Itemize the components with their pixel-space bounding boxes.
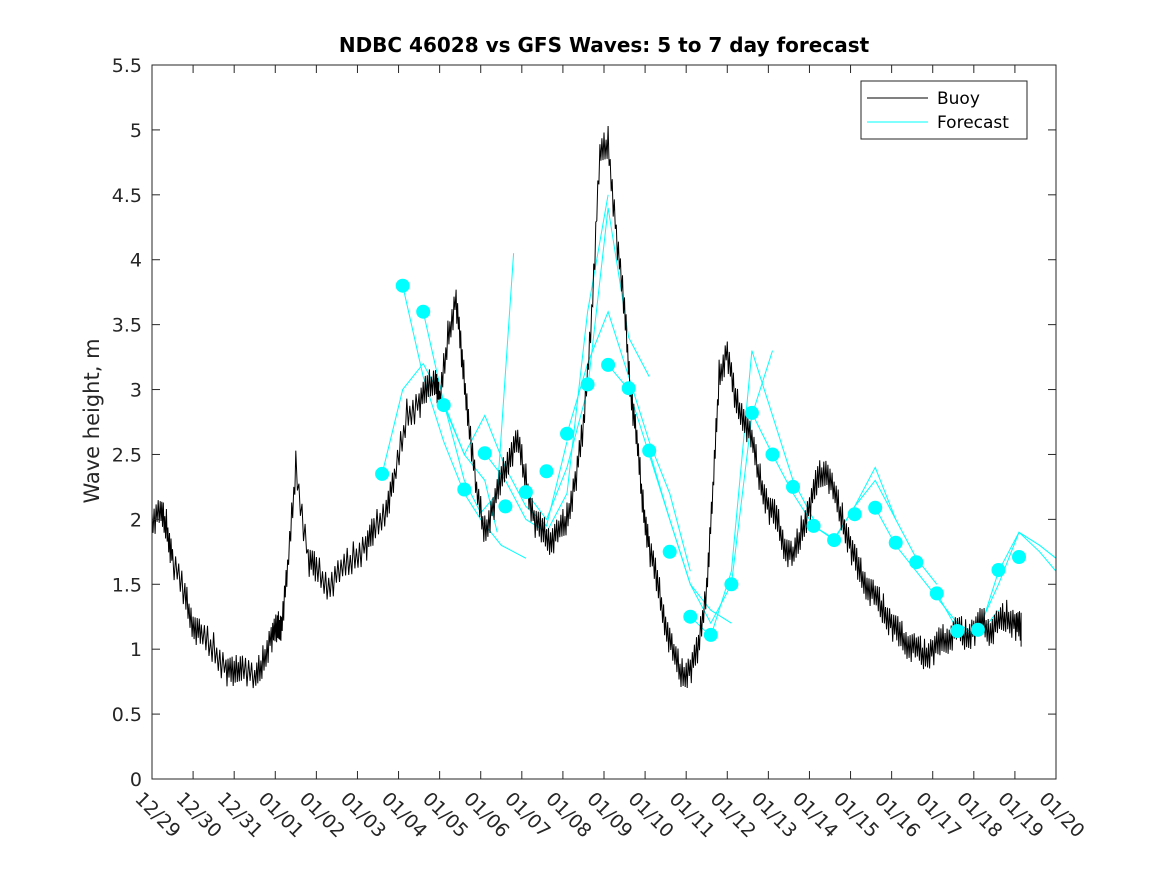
forecast-marker bbox=[580, 377, 595, 392]
y-axis-label: Wave height, m bbox=[80, 338, 104, 503]
forecast-trace-10 bbox=[751, 412, 897, 540]
forecast-marker bbox=[847, 507, 862, 522]
y-tick-label: 2.5 bbox=[112, 444, 142, 466]
forecast-marker bbox=[909, 555, 924, 570]
forecast-marker bbox=[827, 533, 842, 548]
forecast-marker bbox=[991, 563, 1006, 577]
x-tick-label: 01/19 bbox=[993, 788, 1047, 842]
legend-forecast-label: Forecast bbox=[937, 113, 1009, 133]
forecast-trace-4 bbox=[484, 194, 609, 534]
forecast-marker bbox=[683, 609, 698, 624]
forecast-marker bbox=[724, 577, 739, 592]
y-tick-label: 5.5 bbox=[112, 55, 142, 77]
forecast-marker bbox=[929, 586, 944, 601]
plot-series bbox=[152, 125, 1056, 689]
forecast-marker bbox=[477, 446, 492, 461]
x-tick-label: 01/04 bbox=[377, 788, 431, 842]
y-tick-label: 3.5 bbox=[112, 315, 142, 337]
y-tick-label: 2 bbox=[130, 509, 142, 531]
x-tick-label: 12/29 bbox=[130, 788, 184, 842]
forecast-marker bbox=[601, 357, 616, 372]
forecast-marker bbox=[868, 500, 883, 515]
forecast-trace-8 bbox=[648, 350, 773, 625]
forecast-marker bbox=[642, 443, 657, 458]
forecast-marker bbox=[1012, 550, 1026, 564]
forecast-marker bbox=[765, 447, 780, 462]
forecast-marker bbox=[436, 398, 451, 413]
y-tick-label: 5 bbox=[130, 120, 142, 142]
y-tick-label: 1.5 bbox=[112, 574, 142, 596]
y-tick-label: 3 bbox=[130, 380, 142, 402]
forecast-marker bbox=[375, 466, 390, 481]
x-tick-label: 01/18 bbox=[952, 788, 1006, 842]
x-tick-label: 01/06 bbox=[459, 788, 513, 842]
buoy-series-line bbox=[152, 125, 1022, 689]
forecast-marker bbox=[395, 278, 410, 293]
forecast-marker bbox=[744, 405, 759, 420]
x-tick-label: 01/01 bbox=[254, 788, 308, 842]
legend-buoy-label: Buoy bbox=[937, 89, 980, 109]
forecast-marker bbox=[416, 304, 431, 319]
plot-area bbox=[152, 125, 1056, 689]
forecast-marker bbox=[621, 381, 636, 396]
x-tick-label: 01/17 bbox=[911, 788, 965, 842]
x-tick-label: 01/11 bbox=[665, 788, 719, 842]
forecast-marker bbox=[786, 479, 800, 494]
x-tick-label: 01/07 bbox=[500, 788, 554, 842]
x-tick-label: 01/20 bbox=[1034, 788, 1088, 842]
x-tick-label: 01/13 bbox=[747, 788, 801, 842]
x-tick-label: 12/30 bbox=[172, 788, 226, 842]
x-tick-label: 01/14 bbox=[788, 788, 842, 842]
x-tick-label: 01/10 bbox=[624, 788, 678, 842]
y-tick-label: 4 bbox=[130, 250, 142, 272]
forecast-marker bbox=[662, 544, 677, 559]
y-tick-label: 0 bbox=[130, 769, 142, 791]
forecast-marker bbox=[457, 482, 472, 497]
forecast-marker bbox=[970, 622, 985, 637]
forecast-marker bbox=[498, 499, 513, 514]
x-tick-label: 01/05 bbox=[418, 788, 472, 842]
forecast-marker bbox=[560, 426, 574, 441]
forecast-trace-14 bbox=[977, 531, 1056, 630]
x-tick-label: 01/02 bbox=[295, 788, 349, 842]
forecast-marker bbox=[950, 624, 965, 638]
y-tick-label: 4.5 bbox=[112, 185, 142, 207]
y-tick-label: 0.5 bbox=[112, 704, 142, 726]
x-tick-label: 01/09 bbox=[582, 788, 636, 842]
x-tick-label: 01/12 bbox=[706, 788, 760, 842]
x-tick-label: 01/08 bbox=[541, 788, 595, 842]
forecast-marker bbox=[518, 485, 533, 500]
x-tick-label: 01/15 bbox=[829, 788, 883, 842]
legend-box bbox=[860, 80, 1028, 140]
forecast-marker bbox=[703, 627, 718, 642]
x-tick-label: 01/16 bbox=[870, 788, 924, 842]
forecast-marker bbox=[806, 518, 821, 533]
forecast-trace-6 bbox=[566, 310, 691, 572]
x-tick-label: 12/31 bbox=[213, 788, 267, 842]
chart-title: NDBC 46028 vs GFS Waves: 5 to 7 day fore… bbox=[339, 33, 870, 57]
forecast-marker bbox=[888, 535, 903, 550]
y-tick-label: 1 bbox=[130, 639, 142, 661]
plot-frame bbox=[151, 64, 1057, 780]
legend: Buoy Forecast bbox=[860, 80, 1028, 140]
axes: 00.511.522.533.544.555.512/2912/3012/310… bbox=[112, 55, 1089, 842]
x-tick-label: 01/03 bbox=[336, 788, 390, 842]
forecast-trace-1 bbox=[402, 285, 527, 559]
forecast-marker bbox=[539, 464, 554, 479]
